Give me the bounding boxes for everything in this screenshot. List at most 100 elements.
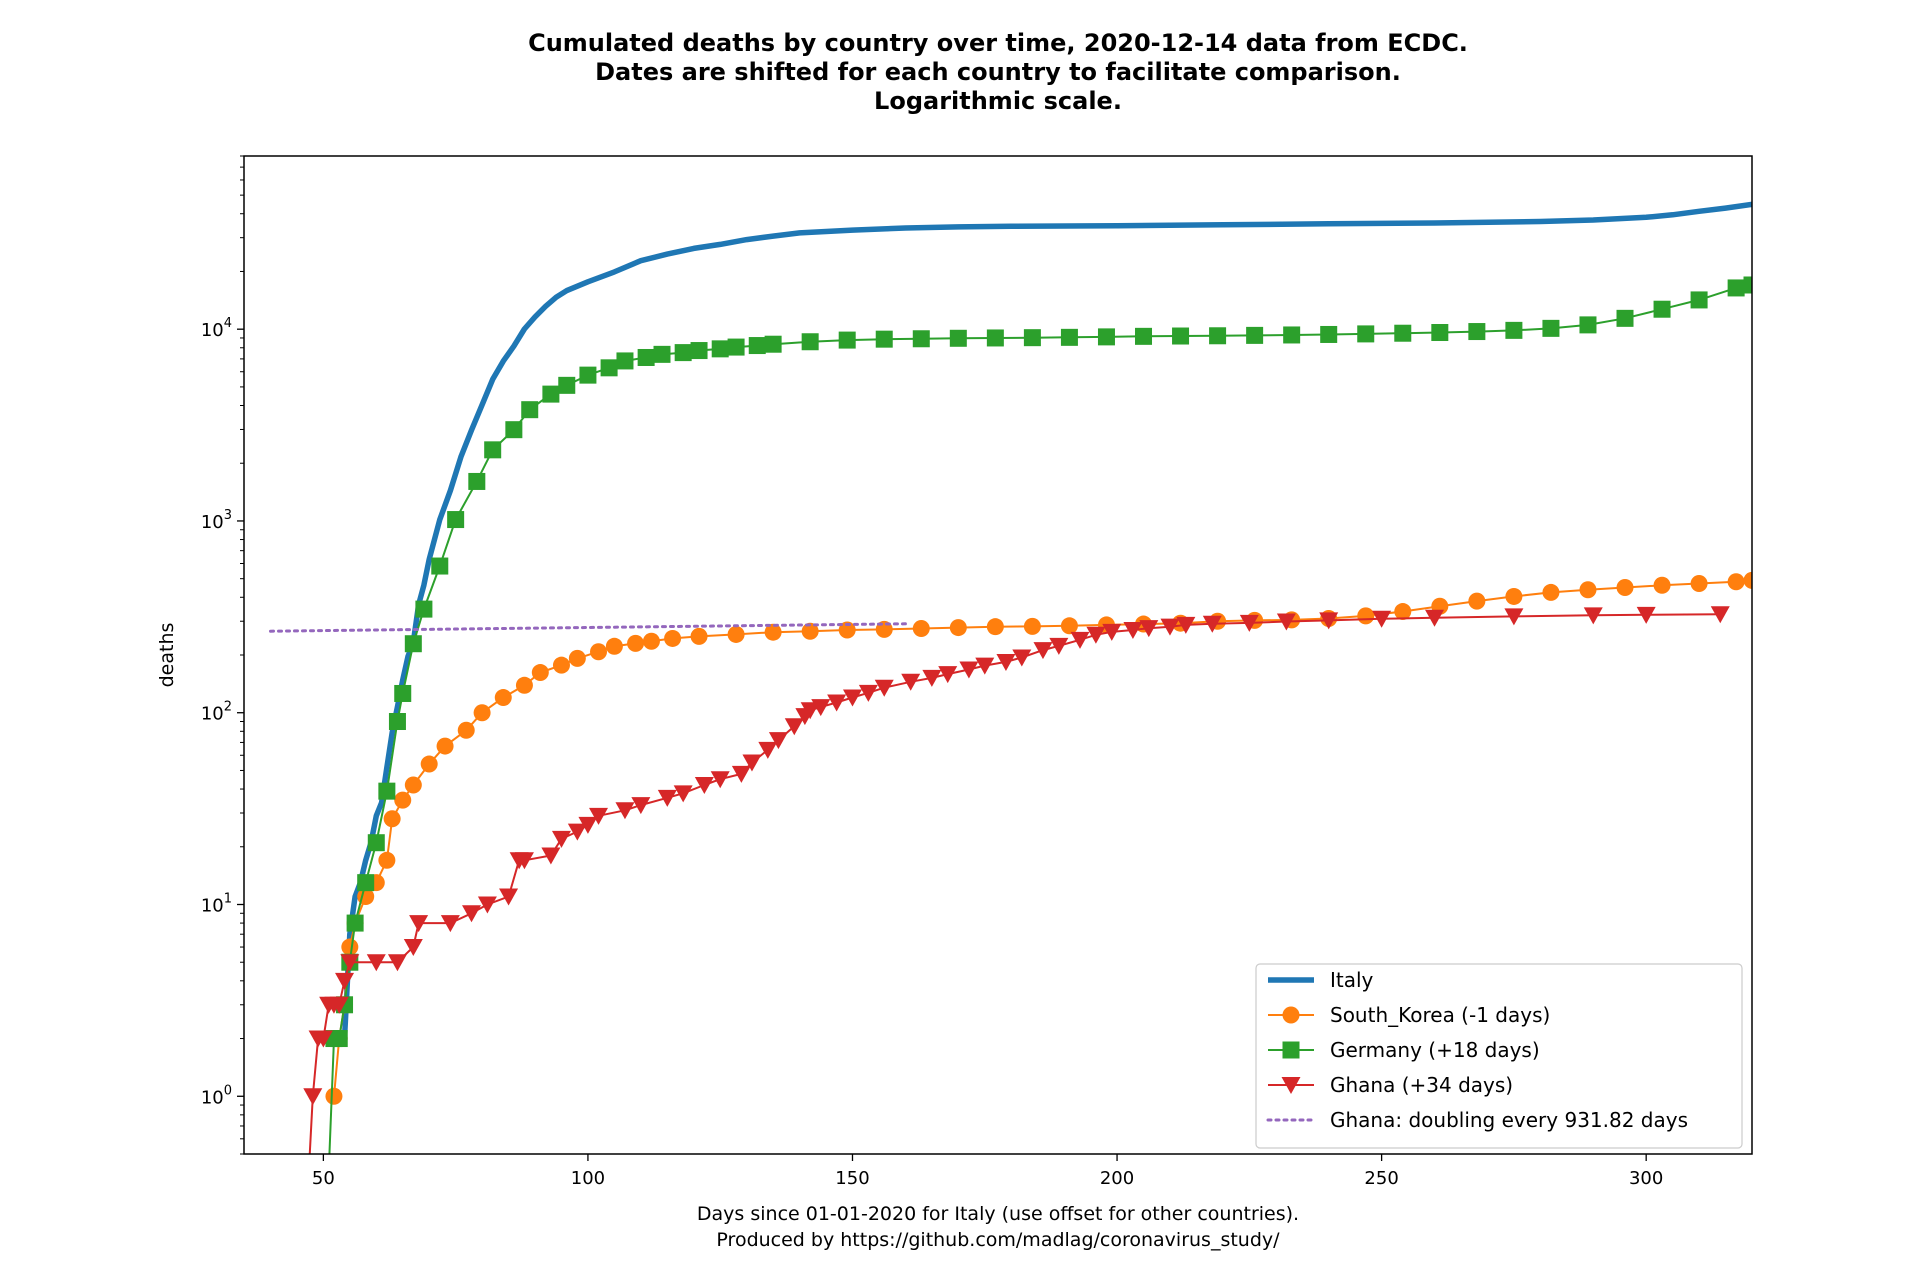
- data-point: [1049, 637, 1069, 655]
- legend-box: [1255, 963, 1743, 1149]
- y-tick-label: 101: [201, 892, 232, 917]
- data-point: [1372, 610, 1392, 628]
- data-point: [949, 619, 967, 637]
- data-point: [440, 915, 460, 933]
- data-point: [959, 661, 979, 679]
- data-point: [875, 330, 893, 348]
- data-point: [1425, 609, 1445, 627]
- data-point: [1616, 309, 1634, 327]
- legend-label-3: Ghana (+34 days): [1330, 1073, 1513, 1097]
- data-point: [1616, 578, 1634, 596]
- data-point: [784, 718, 804, 736]
- data-point: [600, 359, 618, 377]
- data-point: [1086, 626, 1106, 644]
- data-point: [627, 634, 645, 652]
- data-point: [764, 335, 782, 353]
- data-point: [340, 954, 360, 972]
- data-point: [367, 834, 385, 852]
- data-point: [922, 669, 942, 687]
- data-point: [986, 618, 1004, 636]
- data-point: [403, 939, 423, 957]
- data-point: [800, 702, 820, 720]
- data-point: [1246, 326, 1264, 344]
- data-point: [558, 376, 576, 394]
- legend-label-0: Italy: [1330, 968, 1374, 992]
- data-point: [631, 797, 651, 815]
- data-point: [341, 938, 359, 956]
- data-point: [657, 789, 677, 807]
- data-point: [383, 810, 401, 828]
- data-point: [1070, 631, 1090, 649]
- data-point: [1542, 583, 1560, 601]
- data-point: [1097, 328, 1115, 346]
- data-point: [568, 649, 586, 667]
- data-point: [541, 847, 561, 865]
- data-point: [1239, 614, 1259, 632]
- data-point: [1060, 617, 1078, 635]
- data-point: [579, 366, 597, 384]
- data-point: [758, 741, 778, 759]
- data-point: [1176, 616, 1196, 634]
- data-point: [901, 673, 921, 691]
- series-2: [325, 276, 1752, 1154]
- data-point: [1690, 574, 1708, 592]
- data-point: [912, 330, 930, 348]
- data-point: [521, 401, 539, 419]
- data-point: [1172, 327, 1190, 345]
- data-point: [1160, 618, 1180, 636]
- data-point: [1727, 279, 1745, 297]
- data-point: [1060, 328, 1078, 346]
- x-axis-label-line-1: Days since 01-01-2020 for Italy (use off…: [697, 1203, 1299, 1225]
- x-tick-label: 50: [312, 1168, 335, 1189]
- data-point: [605, 637, 623, 655]
- data-point: [838, 331, 856, 349]
- data-point: [838, 621, 856, 639]
- data-point: [642, 632, 660, 650]
- data-point: [742, 754, 762, 772]
- data-point: [858, 684, 878, 702]
- data-point: [552, 656, 570, 674]
- data-point: [590, 643, 608, 661]
- data-point: [473, 704, 491, 722]
- data-point: [542, 385, 560, 403]
- data-point: [1468, 592, 1486, 610]
- data-point: [1583, 607, 1603, 625]
- data-point: [313, 1030, 333, 1048]
- data-point: [616, 352, 634, 370]
- data-point: [748, 337, 766, 355]
- data-point: [615, 802, 635, 820]
- y-axis-label: deaths: [156, 623, 178, 688]
- legend-marker-3: [1281, 1077, 1301, 1094]
- data-point: [1012, 649, 1032, 667]
- x-tick-label: 250: [1364, 1168, 1398, 1189]
- legend-label-2: Germany (+18 days): [1330, 1038, 1540, 1062]
- data-point: [1319, 612, 1339, 630]
- data-point: [1743, 276, 1752, 294]
- data-point: [477, 896, 497, 914]
- data-point: [394, 791, 412, 809]
- chart-title-line-3: Logarithmic scale.: [874, 87, 1122, 115]
- data-point: [505, 421, 523, 439]
- data-point: [457, 721, 475, 739]
- data-point: [673, 785, 693, 803]
- data-point: [874, 679, 894, 697]
- data-point: [801, 333, 819, 351]
- legend-marker-1: [1282, 1006, 1300, 1024]
- data-point: [1431, 324, 1449, 342]
- data-point: [711, 340, 729, 358]
- data-point: [447, 511, 465, 529]
- series-3: [303, 606, 1730, 1154]
- data-point: [589, 807, 609, 825]
- data-point: [409, 915, 429, 933]
- data-point: [801, 622, 819, 640]
- data-point: [975, 657, 995, 675]
- data-point: [303, 1088, 323, 1106]
- data-point: [436, 737, 454, 755]
- legend-label-4: Ghana: doubling every 931.82 days: [1330, 1108, 1688, 1132]
- plot-series: [269, 201, 1752, 1154]
- series-0: [339, 201, 1752, 1042]
- data-point: [1727, 573, 1745, 591]
- series-4: [269, 622, 907, 633]
- data-point: [1357, 607, 1375, 625]
- data-point: [1505, 321, 1523, 339]
